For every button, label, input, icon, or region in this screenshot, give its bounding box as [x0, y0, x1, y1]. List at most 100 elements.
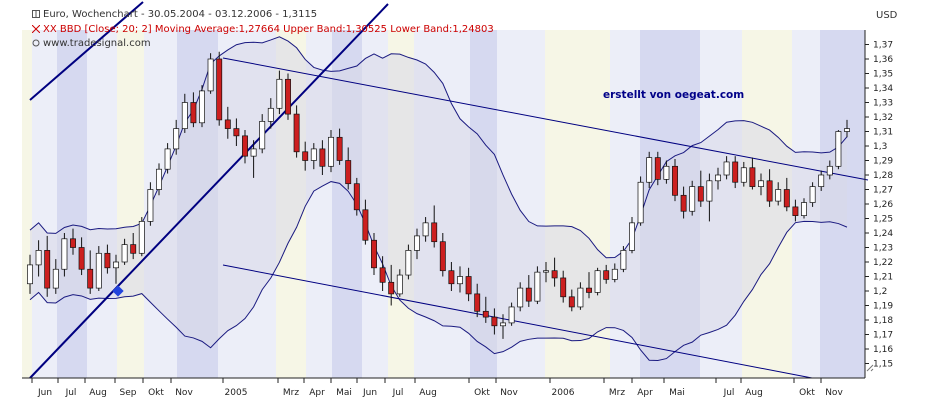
candle — [362, 199, 369, 245]
channel-bottom-line — [222, 264, 813, 379]
candle — [654, 151, 661, 186]
candle — [52, 259, 59, 294]
candle-body — [138, 221, 145, 254]
y-tick-label: 1,26 — [873, 200, 893, 210]
candle — [353, 177, 360, 216]
y-tick-label: 1,3 — [873, 142, 887, 152]
month-stripe — [87, 30, 117, 378]
candle — [758, 173, 764, 196]
candle-body — [353, 183, 360, 211]
x-tick-label: Mrz — [283, 388, 299, 398]
candle-body — [362, 209, 369, 241]
candle-body — [775, 189, 782, 202]
candle — [457, 266, 463, 293]
candle — [44, 235, 51, 297]
candle — [130, 233, 137, 260]
candle-body — [646, 157, 653, 183]
source-credit-text: www.tradesignal.com — [43, 38, 151, 49]
candle-body — [586, 287, 592, 293]
y-tick-label: 1,31 — [873, 128, 893, 138]
candle — [766, 169, 773, 207]
candle — [336, 128, 343, 165]
x-tick-label: Apr — [309, 388, 325, 398]
candle-body — [199, 90, 205, 124]
x-tick-label: Okt — [474, 388, 490, 398]
candle-body — [525, 287, 532, 302]
candle — [199, 85, 205, 128]
candle — [723, 156, 730, 180]
candle-body — [276, 78, 283, 109]
candle — [302, 141, 309, 171]
candle-body — [224, 119, 231, 129]
x-tick-label: 2005 — [225, 388, 248, 398]
candle-body — [181, 102, 188, 129]
candle-body — [396, 274, 403, 295]
candle-body — [336, 136, 343, 161]
indicator-legend: XX BBD [Close; 20; 2] Moving Average:1,2… — [31, 24, 494, 36]
candle — [637, 176, 644, 226]
channel-top-line — [222, 57, 869, 181]
candle-body — [457, 276, 463, 285]
candle-body — [293, 113, 300, 153]
candle-body — [568, 296, 575, 308]
x-tick-label: Jun — [362, 388, 377, 398]
candle — [27, 254, 33, 294]
candle — [104, 244, 111, 274]
y-tick-label: 1,27 — [873, 186, 893, 196]
candle — [560, 270, 567, 303]
candle — [594, 267, 601, 296]
x-axis-ticks: Jun Jul Aug Sep Okt Nov 2005 Mrz Apr Mai Jun Jul Aug… — [31, 378, 843, 398]
candle-body — [792, 206, 799, 216]
author-annotation: erstellt von oegeat.com — [603, 89, 745, 101]
candle-body — [302, 151, 309, 161]
x-tick-label: Jun — [37, 388, 52, 398]
candle-body — [620, 250, 627, 270]
month-stripe — [57, 30, 87, 378]
candle — [715, 167, 721, 190]
band-fill — [30, 36, 847, 361]
candle — [121, 238, 128, 265]
candle-body — [130, 244, 137, 254]
candle-body — [551, 270, 558, 279]
candle-body — [319, 148, 326, 167]
candle — [276, 70, 283, 115]
candle-body — [809, 186, 816, 203]
candle-body — [517, 287, 524, 308]
y-tick-label: 1,25 — [873, 215, 893, 225]
candle-body — [70, 238, 76, 248]
candle-body — [414, 235, 420, 251]
candle — [242, 130, 248, 164]
candle-body — [835, 131, 842, 167]
candle — [568, 289, 575, 312]
candle — [267, 98, 274, 129]
candle-body — [689, 186, 696, 212]
candle-body — [654, 157, 661, 180]
candle-body — [207, 58, 214, 92]
candle — [78, 237, 85, 276]
candle — [396, 269, 403, 297]
candle — [551, 257, 558, 287]
x-tick-label: Okt — [799, 388, 815, 398]
candle-body — [697, 186, 704, 202]
candle-body — [147, 189, 154, 222]
currency-label: USD — [876, 10, 898, 21]
candle-body — [594, 270, 601, 293]
y-tick-label: 1,34 — [873, 84, 893, 94]
candle — [603, 264, 610, 284]
candle-body — [491, 316, 498, 327]
y-tick-label: 1,16 — [873, 345, 893, 355]
candle — [732, 156, 739, 189]
candle — [465, 267, 472, 302]
y-tick-label: 1,24 — [873, 229, 893, 239]
candle-body — [758, 180, 764, 187]
candle-body — [371, 239, 377, 269]
bollinger-band — [29, 36, 848, 362]
candle — [293, 105, 300, 158]
candle-body — [259, 120, 266, 150]
candle — [422, 217, 429, 242]
y-tick-label: 1,17 — [873, 331, 893, 341]
candle — [577, 282, 584, 310]
source-credit: www.tradesignal.com — [32, 38, 151, 50]
candle-body — [680, 194, 687, 212]
candle-body — [629, 222, 635, 251]
